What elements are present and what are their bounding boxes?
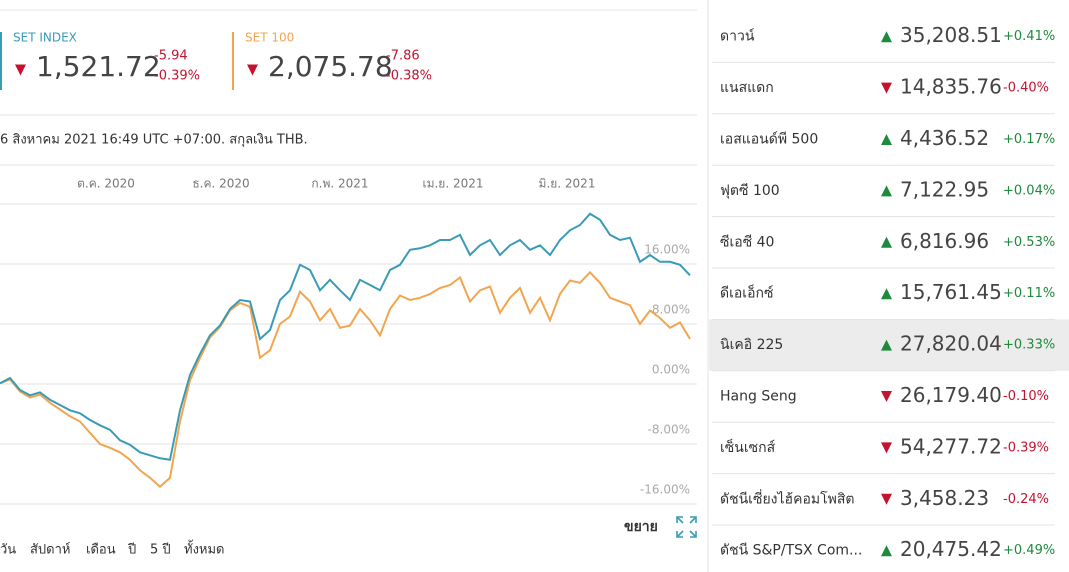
arrow-up [881,339,892,351]
range-button[interactable]: วัน [0,543,16,558]
index-change-pct: -0.39% [154,69,200,84]
arrow-up [881,288,892,300]
market-value[interactable]: 4,436.52 [900,126,989,150]
market-name[interactable]: ซีเอซี 40 [720,234,774,250]
market-change[interactable]: +0.17% [1003,132,1055,147]
arrow-down [881,493,892,505]
market-value[interactable]: 54,277.72 [900,434,1002,458]
series-line [0,212,691,461]
y-tick-label: 16.00% [644,243,690,257]
x-tick-label: ธ.ค. 2020 [192,177,249,191]
arrow-up [881,236,892,248]
range-button[interactable]: 5 ปี [150,542,171,558]
market-change[interactable]: +0.11% [1003,286,1055,301]
index-change-pct: -0.38% [386,69,432,84]
index-name: SET INDEX [13,31,77,45]
market-value[interactable]: 15,761.45 [900,280,1002,304]
market-change[interactable]: -0.40% [1003,81,1049,96]
expand-label[interactable]: ขยาย [624,519,658,535]
arrow-down [881,442,892,454]
market-change[interactable]: +0.53% [1003,235,1055,250]
index-change: -5.94 [154,49,188,64]
series-line [0,270,691,489]
index-name: SET 100 [245,31,294,45]
market-value[interactable]: 35,208.51 [900,23,1002,47]
arrow-down [881,391,892,402]
range-button[interactable]: สัปดาห์ [30,542,71,558]
range-button[interactable]: ทั้งหมด [184,540,225,558]
index-value: 2,075.78 [268,50,393,83]
arrow-down [15,64,26,76]
x-tick-label: มิ.ย. 2021 [539,177,596,191]
market-name[interactable]: ดาวน์ [720,28,755,45]
market-value[interactable]: 27,820.04 [900,332,1002,356]
market-name[interactable]: แนสแดก [720,80,774,96]
market-name[interactable]: เซ็นเซกส์ [720,438,776,456]
arrow-up [881,31,892,43]
range-button[interactable]: ปี [127,542,136,558]
market-name[interactable]: Hang Seng [720,389,797,405]
y-tick-label: -8.00% [648,423,690,437]
y-tick-label: 8.00% [652,303,690,317]
market-change[interactable]: -0.10% [1003,389,1049,404]
market-value[interactable]: 7,122.95 [900,177,989,201]
market-name[interactable]: เอสแอนด์พี 500 [720,131,818,148]
y-tick-label: -16.00% [640,483,690,497]
y-tick-label: 0.00% [652,363,690,377]
x-tick-label: ก.พ. 2021 [311,177,368,191]
market-value[interactable]: 3,458.23 [900,486,989,510]
market-change[interactable]: +0.04% [1003,183,1055,198]
market-change[interactable]: -0.39% [1003,440,1049,455]
market-name[interactable]: ฟุตซี 100 [720,183,780,199]
arrow-up [881,545,892,557]
market-name[interactable]: ดัชนี S&P/TSX Com... [720,543,862,559]
market-value[interactable]: 14,835.76 [900,75,1002,99]
market-change[interactable]: +0.41% [1003,29,1055,44]
market-value[interactable]: 20,475.42 [900,537,1002,561]
market-change[interactable]: +0.49% [1003,543,1055,558]
index-change: -7.86 [386,49,420,64]
market-value[interactable]: 26,179.40 [900,383,1002,407]
arrow-up [881,185,892,197]
expand-button[interactable]: ขยาย [624,516,697,538]
x-tick-label: เม.ย. 2021 [422,177,483,191]
x-tick-label: ต.ค. 2020 [77,177,135,191]
arrow-down [881,82,892,94]
market-change[interactable]: +0.33% [1003,338,1055,353]
arrow-up [881,134,892,145]
market-name[interactable]: ดีเอเอ็กซ์ [720,284,773,302]
market-change[interactable]: -0.24% [1003,492,1049,507]
arrow-down [247,64,258,76]
timestamp: 6 สิงหาคม 2021 16:49 UTC +07:00. สกุลเงิ… [0,133,308,148]
market-value[interactable]: 6,816.96 [900,229,989,253]
market-name[interactable]: นิเคอิ 225 [720,337,783,353]
market-name[interactable]: ดัชนีเซี่ยงไฮ้คอมโพสิต [720,489,854,507]
index-value: 1,521.72 [36,50,161,83]
range-button[interactable]: เดือน [86,542,116,558]
expand-icon[interactable] [676,516,697,538]
